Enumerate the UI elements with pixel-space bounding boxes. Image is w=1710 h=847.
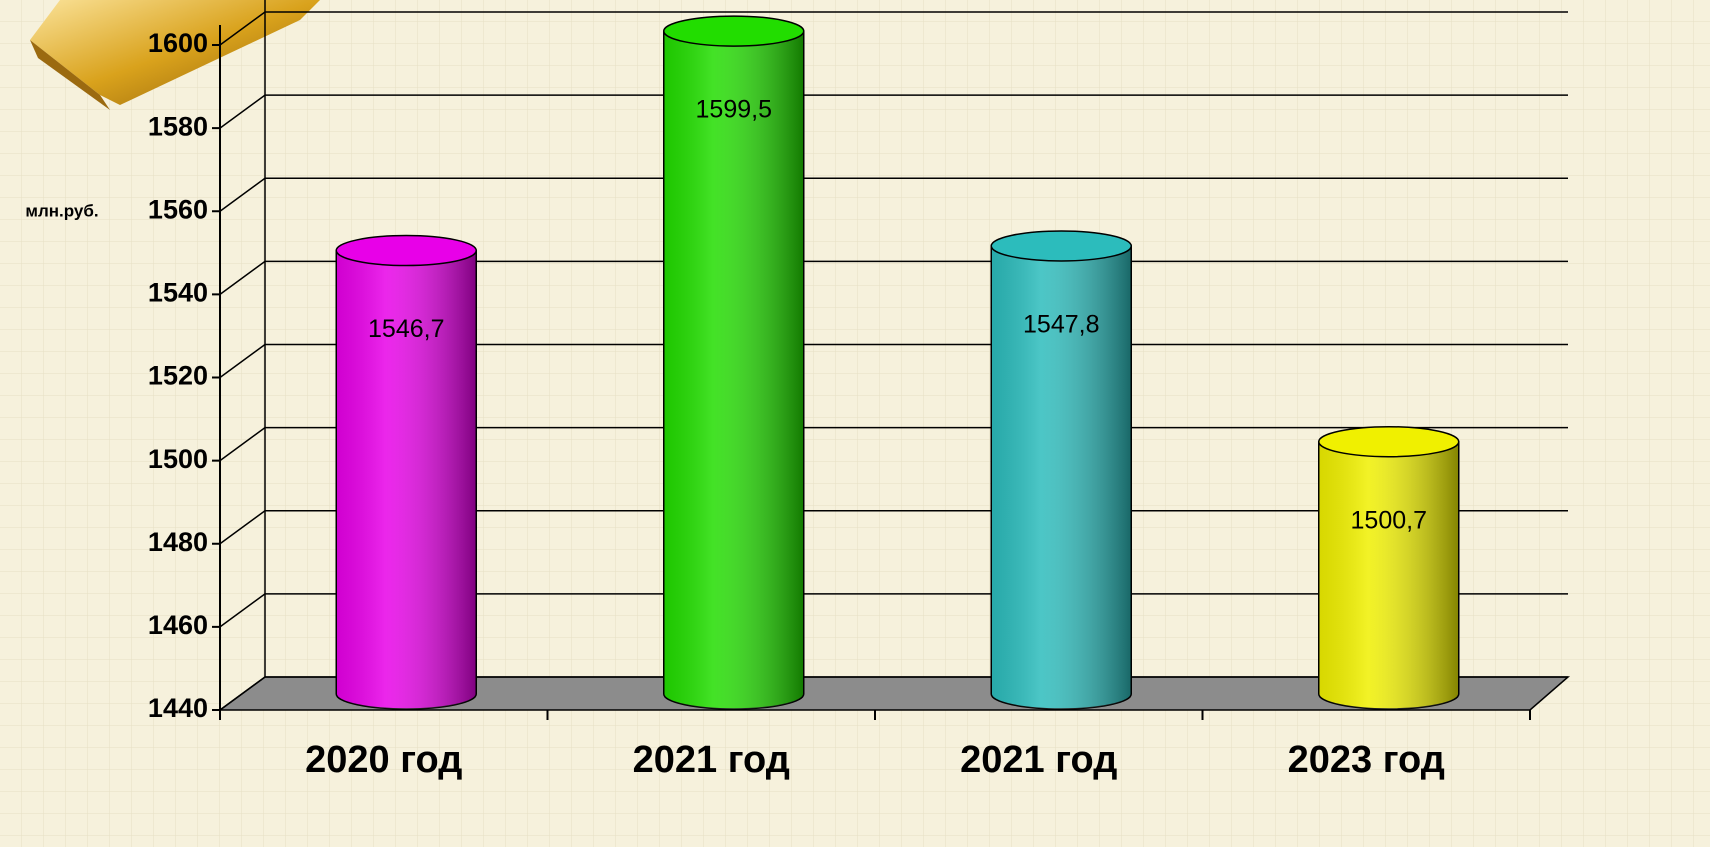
chart: млн.руб. 1440 1460 1480 1500 1520 1540 1560 158…: [0, 0, 1710, 847]
y-tick-label: 1520: [148, 361, 208, 391]
y-tick-label: 1500: [148, 444, 208, 474]
value-label: 1500,7: [1351, 506, 1427, 534]
x-tick-label: 2021 год: [633, 739, 790, 781]
y-tick-label: 1540: [148, 278, 208, 308]
background: [0, 0, 1710, 847]
page: {"chart_data": {"type": "bar", "shape": …: [0, 0, 1710, 847]
bar-top: [336, 236, 476, 266]
bar-shade: [664, 31, 804, 709]
x-tick-label: 2021 год: [960, 739, 1117, 781]
bar: [1319, 427, 1459, 709]
bar: [336, 236, 476, 709]
y-tick-label: 1440: [148, 693, 208, 723]
value-label: 1546,7: [368, 315, 444, 343]
x-tick-label: 2020 год: [305, 739, 462, 781]
bar-top: [1319, 427, 1459, 457]
y-tick-label: 1600: [148, 28, 208, 58]
y-tick-label: 1480: [148, 527, 208, 557]
y-tick-label: 1560: [148, 194, 208, 224]
bar-shade: [1319, 442, 1459, 709]
y-tick-label: 1580: [148, 111, 208, 141]
bar: [991, 231, 1131, 709]
bar-top: [664, 16, 804, 46]
y-axis-label: млн.руб.: [25, 201, 98, 220]
y-tick-label: 1460: [148, 610, 208, 640]
value-label: 1599,5: [696, 96, 772, 124]
bar-top: [991, 231, 1131, 261]
x-tick-label: 2023 год: [1288, 739, 1445, 781]
value-label: 1547,8: [1023, 311, 1099, 339]
